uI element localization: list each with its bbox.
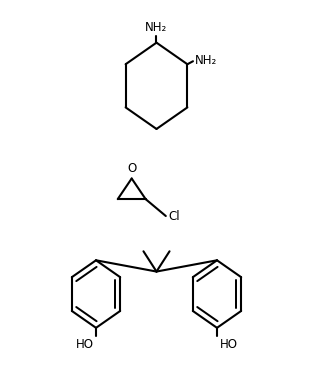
Text: HO: HO <box>219 338 238 351</box>
Text: HO: HO <box>75 338 94 351</box>
Text: NH₂: NH₂ <box>145 22 168 34</box>
Text: NH₂: NH₂ <box>195 54 218 67</box>
Text: Cl: Cl <box>168 210 180 223</box>
Text: O: O <box>127 163 136 175</box>
